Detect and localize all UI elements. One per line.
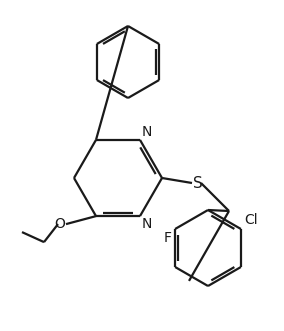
- Text: N: N: [142, 217, 153, 231]
- Text: O: O: [54, 217, 65, 231]
- Text: N: N: [142, 125, 153, 139]
- Text: F: F: [164, 231, 172, 245]
- Text: Cl: Cl: [244, 213, 258, 227]
- Text: S: S: [193, 175, 203, 191]
